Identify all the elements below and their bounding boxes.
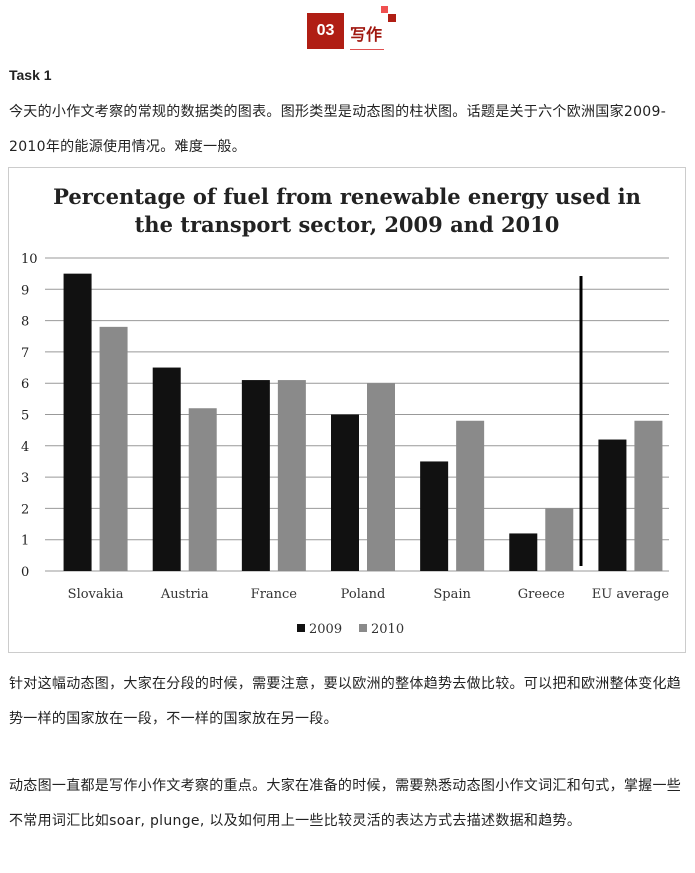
y-tick-label: 7 bbox=[21, 346, 29, 361]
paragraph-1: 针对这幅动态图，大家在分段的时候，需要注意，要以欧洲的整体趋势去做比较。可以把和… bbox=[9, 676, 682, 727]
task-title: Task 1 bbox=[9, 67, 52, 83]
x-tick-label: Slovakia bbox=[68, 587, 124, 602]
y-tick-label: 10 bbox=[21, 252, 38, 267]
bar-2009-spain bbox=[420, 461, 449, 571]
decor-square-icon bbox=[381, 6, 388, 13]
bar-2009-poland bbox=[331, 414, 359, 571]
bar-2010-austria bbox=[188, 408, 217, 571]
intro-text: 今天的小作文考察的常规的数据类的图表。图形类型是动态图的柱状图。话题是关于六个欧… bbox=[9, 104, 667, 155]
x-tick-label: Spain bbox=[433, 587, 471, 602]
chart-svg: Percentage of fuel from renewable energy… bbox=[21, 184, 670, 637]
section-header: 03 写作 bbox=[307, 13, 384, 50]
y-tick-label: 2 bbox=[21, 502, 29, 517]
section-number: 03 bbox=[307, 13, 344, 49]
y-tick-label: 1 bbox=[21, 534, 29, 549]
y-tick-label: 5 bbox=[21, 409, 29, 424]
y-tick-label: 8 bbox=[21, 315, 29, 330]
bar-2009-eu-average bbox=[598, 439, 627, 571]
decor-square-icon bbox=[388, 14, 396, 22]
bar-2009-greece bbox=[509, 533, 538, 571]
bar-2009-slovakia bbox=[63, 273, 92, 571]
bar-2010-slovakia bbox=[99, 326, 128, 571]
y-tick-label: 3 bbox=[21, 471, 29, 486]
y-tick-label: 9 bbox=[21, 283, 29, 298]
x-tick-label: France bbox=[251, 587, 298, 602]
y-tick-label: 4 bbox=[21, 440, 29, 455]
y-tick-label: 0 bbox=[21, 565, 29, 580]
paragraph-2: 动态图一直都是写作小作文考察的重点。大家在准备的时候，需要熟悉动态图小作文词汇和… bbox=[9, 778, 682, 829]
bar-2010-eu-average bbox=[634, 420, 663, 571]
x-tick-label: EU average bbox=[592, 587, 670, 602]
bar-2009-austria bbox=[152, 367, 181, 571]
bar-chart: Percentage of fuel from renewable energy… bbox=[8, 167, 686, 653]
bar-2009-france bbox=[241, 380, 270, 571]
chart-title-line2: the transport sector, 2009 and 2010 bbox=[135, 212, 560, 237]
legend-swatch bbox=[359, 624, 367, 632]
x-tick-label: Austria bbox=[160, 587, 209, 602]
bar-2010-france bbox=[277, 380, 306, 571]
bar-2010-greece bbox=[545, 508, 574, 571]
section-title: 写作 bbox=[350, 21, 384, 50]
x-tick-label: Greece bbox=[518, 587, 565, 602]
y-tick-label: 6 bbox=[21, 377, 29, 392]
chart-title-line1: Percentage of fuel from renewable energy… bbox=[53, 184, 641, 209]
legend-swatch bbox=[297, 624, 305, 632]
bar-2010-poland bbox=[367, 383, 395, 571]
legend-label: 2009 bbox=[309, 622, 342, 637]
bar-2010-spain bbox=[456, 420, 485, 571]
legend-label: 2010 bbox=[371, 622, 404, 637]
x-tick-label: Poland bbox=[341, 587, 386, 602]
